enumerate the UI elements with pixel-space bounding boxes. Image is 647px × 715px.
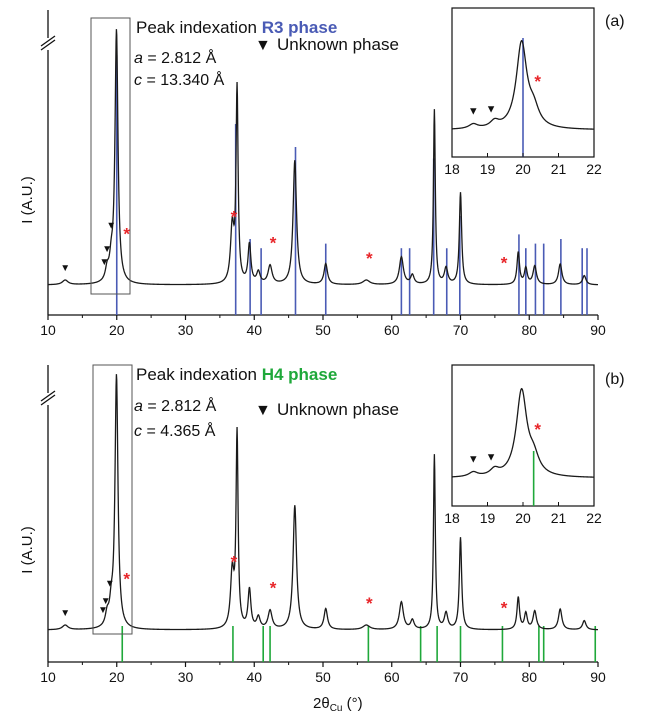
panel-b-heading: Peak indexation H4 phase [136, 365, 337, 384]
panel-a-lattice-a: a = 2.812 Å [134, 48, 217, 67]
panel-a-inset-unknown-marker: ▼ [468, 105, 479, 117]
panel-b-inset-x-tick-label: 21 [551, 510, 567, 526]
panel-a-x-tick-label: 70 [453, 322, 469, 338]
panel-b-star-marker: * [501, 598, 508, 617]
panel-a-unknown-marker: ▼ [60, 263, 70, 274]
panel-a-star-marker: * [231, 208, 238, 227]
panel-a-ylabel: I (A.U.) [19, 176, 36, 224]
panel-a-inset-x-tick-label: 20 [515, 161, 531, 177]
panel-a-star-marker: * [501, 253, 508, 272]
panel-b-unknown-legend-marker: ▼ [255, 402, 271, 419]
panel-a-inset-x-tick-label: 19 [480, 161, 496, 177]
panel-b-unknown-marker: ▼ [60, 608, 70, 619]
panel-a-star-marker: * [123, 224, 130, 243]
panel-a-inset-pattern-line [451, 39, 595, 130]
panel-b-inset-x-tick-label: 20 [515, 510, 531, 526]
panel-b-star-marker: * [231, 553, 238, 572]
panel-b-highlight-box [92, 364, 133, 635]
panel-a-x-tick-label: 90 [590, 322, 606, 338]
panel-a-x-tick-label: 60 [384, 322, 400, 338]
x-axis-label: 2θCu (°) [313, 695, 363, 714]
panel-a-inset-x-tick-label: 18 [444, 161, 460, 177]
panel-a-unknown-marker: ▼ [102, 244, 112, 255]
panel-a-unknown-marker: ▼ [106, 221, 116, 232]
panel-a-inset-star-marker: * [534, 72, 541, 91]
panel-a-x-tick-label: 50 [315, 322, 331, 338]
panel-a-y-axis-break-1 [40, 39, 56, 51]
panel-a-label: (a) [605, 13, 625, 30]
panel-a-heading: Peak indexation R3 phase [136, 18, 337, 37]
panel-a-unknown-legend-label: Unknown phase [277, 35, 399, 54]
panel-b-star-marker: * [123, 569, 130, 588]
panel-a-y-axis-break-2 [40, 35, 56, 47]
panel-b-lattice-a: a = 2.812 Å [134, 396, 217, 415]
panel-b-unknown-legend-label: Unknown phase [277, 400, 399, 419]
panel-b-inset-unknown-marker: ▼ [486, 451, 497, 463]
panel-b-inset-plot: ▼ ▼ * 18 19 20 21 22 [444, 364, 602, 526]
panel-b-unknown-marker: ▼ [98, 605, 108, 616]
panel-b-ylabel: I (A.U.) [19, 526, 36, 574]
panel-a-star-marker: * [270, 234, 277, 253]
panel-b-inset-unknown-marker: ▼ [468, 453, 479, 465]
panel-a-inset-plot: ▼ ▼ * 18 19 20 21 22 [444, 7, 602, 177]
panel-a-lattice-c: c = 13.340 Å [134, 70, 225, 89]
panel-a-x-tick-label: 80 [521, 322, 537, 338]
panel-a-x-tick-label: 30 [178, 322, 194, 338]
panel-a-inset-x-tick-label: 21 [551, 161, 567, 177]
panel-b-pattern-line [47, 374, 599, 631]
panel-b-x-tick-label: 50 [315, 669, 331, 685]
panel-a-unknown-legend-marker: ▼ [255, 37, 271, 54]
panel-b-inset-x-tick-label: 22 [586, 510, 602, 526]
panel-b-inset-pattern-line [451, 387, 595, 478]
panel-b-unknown-marker: ▼ [105, 579, 115, 590]
panel-b-y-axis-break-1 [40, 394, 56, 406]
panel-a-main-plot: 10 20 30 40 50 60 70 80 90 ▼ ▼ ▼ ▼ * * * * * [40, 10, 606, 338]
panel-b-inset-x-tick-label: 18 [444, 510, 460, 526]
panel-b-main-plot: 10 20 30 40 50 60 70 80 90▼ ▼▼▼ **** * [40, 364, 606, 685]
panel-a-highlight-box [90, 17, 131, 295]
panel-a-x-tick-label: 20 [109, 322, 125, 338]
panel-b-x-tick-label: 30 [178, 669, 194, 685]
panel-b-inset-frame [451, 364, 595, 507]
panel-b-x-tick-label: 20 [109, 669, 125, 685]
panel-a-star-marker: * [366, 249, 373, 268]
panel-a: 10 20 30 40 50 60 70 80 90 ▼ ▼ ▼ ▼ * * * * * ▼ ▼ * 18 19 20 21 2… [19, 7, 625, 338]
panel-b-star-marker: * [366, 594, 373, 613]
panel-b-y-axis-break-2 [40, 390, 56, 402]
panel-a-phase-name: R3 phase [262, 18, 338, 37]
panel-b-phase-name: H4 phase [262, 365, 338, 384]
panel-b-inset-star-marker: * [534, 420, 541, 439]
panel-b: 10 20 30 40 50 60 70 80 90▼ ▼▼▼ **** * ▼ ▼*18 19 20 21 2… [19, 364, 625, 685]
panel-b-inset-x-tick-label: 19 [480, 510, 496, 526]
panel-b-x-tick-label: 90 [590, 669, 606, 685]
panel-b-star-marker: * [270, 579, 277, 598]
panel-b-x-tick-label: 10 [40, 669, 56, 685]
panel-a-inset-x-tick-label: 22 [586, 161, 602, 177]
panel-b-x-tick-label: 40 [246, 669, 262, 685]
panel-a-pattern-line [47, 29, 599, 286]
panel-a-x-tick-label: 10 [40, 322, 56, 338]
panel-b-label: (b) [605, 371, 625, 388]
panel-a-x-tick-label: 40 [246, 322, 262, 338]
panel-b-x-tick-label: 60 [384, 669, 400, 685]
panel-b-lattice-c: c = 4.365 Å [134, 421, 216, 440]
panel-a-inset-unknown-marker: ▼ [486, 103, 497, 115]
panel-b-unknown-marker: ▼ [101, 596, 111, 607]
panel-b-x-tick-label: 70 [453, 669, 469, 685]
panel-a-unknown-marker: ▼ [99, 257, 109, 268]
panel-b-x-tick-label: 80 [521, 669, 537, 685]
